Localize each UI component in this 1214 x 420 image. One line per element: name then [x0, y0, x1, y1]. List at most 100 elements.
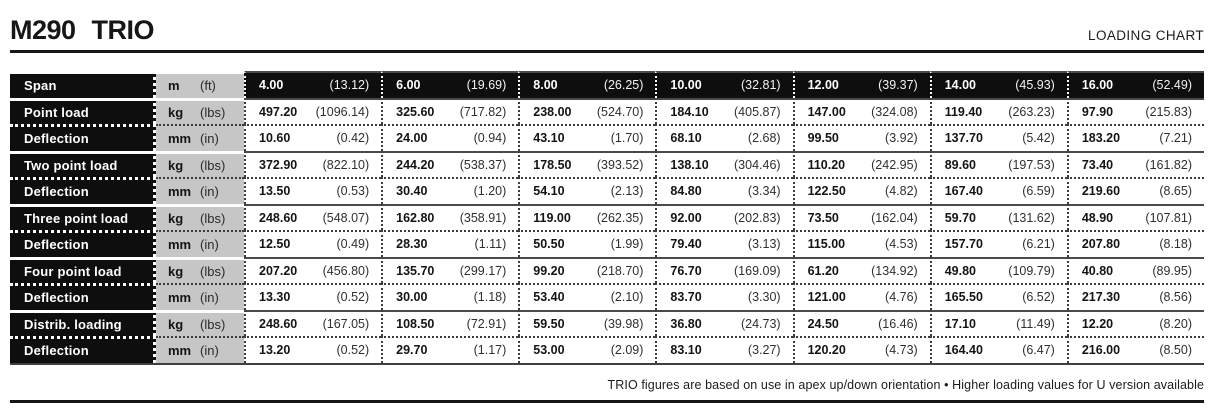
metric-value: 325.60 — [396, 104, 435, 119]
metric-value: 12.50 — [259, 237, 291, 252]
metric-value: 12.00 — [807, 78, 839, 93]
metric-value: 36.80 — [670, 316, 702, 331]
imperial-value: (215.83) — [1145, 104, 1192, 119]
imperial-value: (1.99) — [610, 237, 644, 252]
imperial-value: (167.05) — [322, 316, 370, 331]
row-label: Deflection — [10, 177, 156, 204]
imperial-value: (8.50) — [1159, 343, 1192, 358]
metric-value: 24.00 — [396, 131, 428, 146]
metric-value: 68.10 — [670, 131, 702, 146]
metric-value: 29.70 — [396, 343, 428, 358]
value-cell: 29.70 (1.17) — [381, 336, 519, 363]
imperial-value: (1.18) — [473, 290, 507, 305]
value-cell: 137.70 (5.42) — [929, 124, 1067, 151]
imperial-value: (7.21) — [1159, 131, 1192, 146]
metric-value: 17.10 — [944, 316, 976, 331]
footnote: TRIO figures are based on use in apex up… — [607, 378, 1204, 392]
metric-value: 16.00 — [1081, 78, 1114, 93]
unit-metric: kg — [168, 157, 184, 173]
unit-cell: mm (in) — [156, 283, 244, 310]
row-label: Deflection — [10, 336, 156, 363]
imperial-value: (3.13) — [747, 237, 781, 252]
unit-cell: m (ft) — [156, 71, 244, 98]
value-cell: 178.50 (393.52) — [518, 150, 656, 177]
value-cell: 372.90 (822.10) — [244, 150, 382, 177]
imperial-value: (109.79) — [1008, 263, 1055, 278]
unit-imperial: (lbs) — [200, 316, 226, 332]
unit-metric: kg — [168, 210, 184, 226]
imperial-value: (32.81) — [740, 78, 781, 93]
metric-value: 115.00 — [807, 237, 846, 252]
imperial-value: (324.08) — [871, 104, 918, 119]
value-cell: 12.50 (0.49) — [244, 230, 382, 257]
imperial-value: (13.12) — [329, 78, 370, 93]
value-cell: 54.10 (2.13) — [518, 177, 656, 204]
value-cell: 14.00 (45.93) — [929, 71, 1067, 98]
value-cell: 43.10 (1.70) — [518, 124, 656, 151]
metric-value: 12.20 — [1081, 316, 1114, 331]
value-cell: 238.00 (524.70) — [518, 97, 656, 124]
unit-metric: mm — [168, 236, 192, 252]
page-title: M290 TRIO — [10, 15, 155, 45]
table-row: Two point load kg (lbs) 372.90 (822.10) 244.2… — [10, 150, 1204, 177]
unit-cell: kg (lbs) — [156, 97, 244, 124]
metric-value: 184.10 — [670, 104, 709, 119]
value-cell: 24.50 (16.46) — [792, 309, 930, 336]
value-cell: 92.00 (202.83) — [655, 203, 793, 230]
metric-value: 8.00 — [533, 78, 558, 93]
imperial-value: (3.34) — [747, 184, 781, 199]
value-cell: 84.80 (3.34) — [655, 177, 793, 204]
metric-value: 178.50 — [533, 157, 572, 172]
imperial-value: (538.37) — [459, 157, 507, 172]
value-cell: 219.60 (8.65) — [1066, 177, 1204, 204]
metric-value: 40.80 — [1081, 263, 1114, 278]
unit-metric: kg — [168, 104, 184, 120]
unit-cell: kg (lbs) — [156, 309, 244, 336]
value-cell: 8.00 (26.25) — [518, 71, 656, 98]
value-cell: 13.30 (0.52) — [244, 283, 382, 310]
imperial-value: (2.10) — [610, 290, 644, 305]
imperial-value: (4.76) — [885, 290, 918, 305]
metric-value: 162.80 — [396, 210, 435, 225]
imperial-value: (263.23) — [1008, 104, 1055, 119]
imperial-value: (405.87) — [734, 104, 781, 119]
imperial-value: (4.82) — [885, 184, 918, 199]
metric-value: 92.00 — [670, 210, 702, 225]
metric-value: 165.50 — [944, 290, 983, 305]
imperial-value: (456.80) — [322, 263, 370, 278]
imperial-value: (6.21) — [1022, 237, 1055, 252]
row-label: Distrib. loading — [10, 309, 156, 336]
metric-value: 120.20 — [807, 343, 846, 358]
metric-value: 372.90 — [259, 157, 298, 172]
metric-value: 53.40 — [533, 290, 565, 305]
metric-value: 497.20 — [259, 104, 298, 119]
imperial-value: (131.62) — [1008, 210, 1055, 225]
imperial-value: (1096.14) — [315, 104, 370, 119]
value-cell: 99.50 (3.92) — [792, 124, 930, 151]
unit-imperial: (lbs) — [200, 157, 226, 173]
imperial-value: (39.98) — [603, 316, 644, 331]
value-cell: 119.40 (263.23) — [929, 97, 1067, 124]
imperial-value: (0.53) — [336, 184, 370, 199]
value-cell: 76.70 (169.09) — [655, 256, 793, 283]
value-cell: 10.00 (32.81) — [655, 71, 793, 98]
value-cell: 30.40 (1.20) — [381, 177, 519, 204]
metric-value: 10.60 — [259, 131, 291, 146]
metric-value: 137.70 — [944, 131, 983, 146]
metric-value: 59.50 — [533, 316, 565, 331]
imperial-value: (197.53) — [1008, 157, 1055, 172]
row-label: Deflection — [10, 124, 156, 151]
imperial-value: (89.95) — [1152, 263, 1192, 278]
metric-value: 49.80 — [944, 263, 976, 278]
table-row: Distrib. loading kg (lbs) 248.60 (167.05) 108… — [10, 309, 1204, 336]
imperial-value: (2.09) — [610, 343, 644, 358]
imperial-value: (299.17) — [459, 263, 507, 278]
value-cell: 147.00 (324.08) — [792, 97, 930, 124]
value-cell: 79.40 (3.13) — [655, 230, 793, 257]
imperial-value: (19.69) — [466, 78, 507, 93]
metric-value: 13.50 — [259, 184, 291, 199]
metric-value: 138.10 — [670, 157, 709, 172]
unit-cell: kg (lbs) — [156, 203, 244, 230]
imperial-value: (1.70) — [610, 131, 644, 146]
table-row: Deflection mm (in) 13.20 (0.52) 29.70 (1.17) 53… — [10, 336, 1204, 363]
